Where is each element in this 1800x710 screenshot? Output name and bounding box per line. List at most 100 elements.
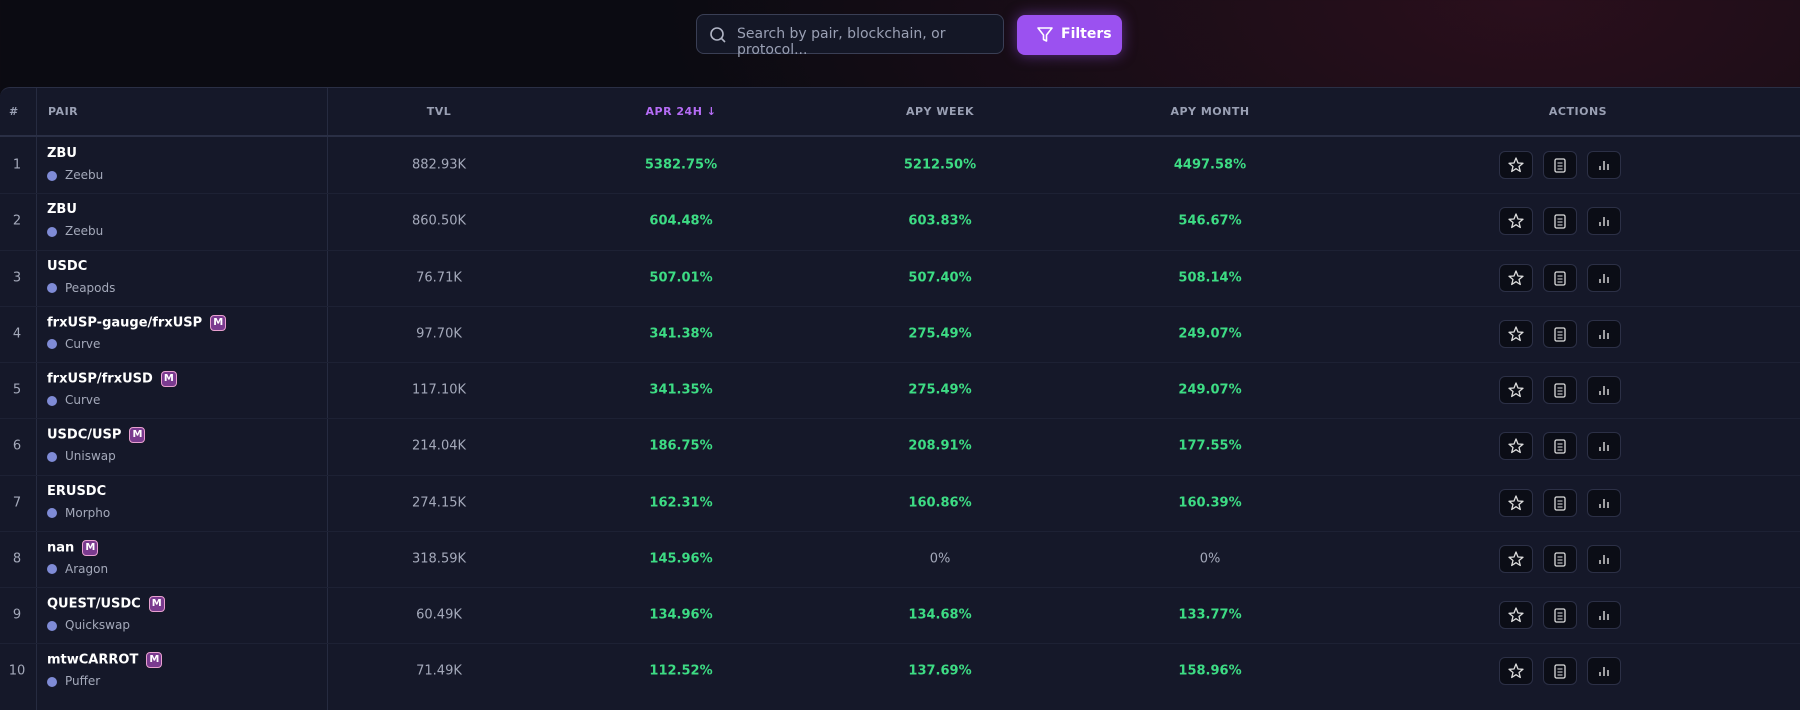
protocol-name: Uniswap <box>65 449 116 464</box>
table-row <box>0 587 1800 644</box>
protocol: Puffer <box>47 674 100 688</box>
apy-week: 275.49% <box>908 326 972 342</box>
table-row <box>0 249 1800 307</box>
table-row <box>0 474 1800 532</box>
details-button[interactable] <box>1543 601 1577 629</box>
header-apy_week[interactable]: APY WEEK <box>905 105 975 118</box>
details-button[interactable] <box>1543 544 1577 573</box>
protocol: Zeebu <box>47 224 103 238</box>
chart-button[interactable] <box>1587 488 1621 517</box>
pair-text: USDC <box>47 258 88 274</box>
icon <box>1508 213 1524 229</box>
favorite-button[interactable] <box>1499 601 1533 629</box>
pair-badge: M <box>210 314 227 331</box>
pair-name: frxUSP/frxUSD M <box>47 371 177 387</box>
tvl: 274.15K <box>411 495 467 510</box>
header-apy_month[interactable]: APY MONTH <box>1170 105 1250 118</box>
chart-button[interactable] <box>1587 263 1621 292</box>
apy-month: 508.14% <box>1178 270 1242 285</box>
pair-text: nan <box>47 540 75 556</box>
details-button[interactable] <box>1543 319 1577 348</box>
pair-badge: M <box>82 539 99 556</box>
favorite-button[interactable] <box>1499 319 1533 348</box>
tvl: 60.49K <box>416 607 462 623</box>
chart-button[interactable] <box>1587 601 1621 629</box>
details-button[interactable] <box>1543 376 1577 404</box>
icon <box>1599 611 1609 620</box>
protocol-name: Puffer <box>65 674 101 689</box>
icon <box>1508 663 1524 679</box>
pair-text: USDC/USP <box>47 427 122 443</box>
tvl: 117.10K <box>411 382 467 398</box>
protocol-icon <box>47 620 57 631</box>
details-button[interactable] <box>1543 207 1577 236</box>
protocol: Morpho <box>47 506 110 520</box>
icon <box>1599 667 1609 677</box>
protocol-icon <box>47 283 57 293</box>
protocol: Curve <box>47 393 100 407</box>
icon <box>1599 386 1609 395</box>
favorite-button[interactable] <box>1499 544 1533 573</box>
apy-month: 177.55% <box>1178 438 1242 454</box>
chart-button[interactable] <box>1587 151 1621 179</box>
icon <box>1554 327 1566 342</box>
protocol-name: Peapods <box>65 280 116 295</box>
favorite-button[interactable] <box>1499 263 1533 292</box>
icon <box>1599 554 1609 564</box>
pair-name: ZBU <box>47 202 77 217</box>
favorite-button[interactable] <box>1499 432 1533 461</box>
icon <box>1554 270 1566 286</box>
icon <box>1508 607 1524 623</box>
icon <box>1554 608 1566 623</box>
icon <box>1508 382 1524 398</box>
tvl: 882.93K <box>411 157 467 173</box>
favorite-button[interactable] <box>1499 151 1533 179</box>
favorite-button[interactable] <box>1499 488 1533 517</box>
icon <box>1554 495 1566 511</box>
rank: 8 <box>12 551 22 567</box>
details-button[interactable] <box>1543 432 1577 461</box>
pair-name: USDC/USP M <box>47 427 146 444</box>
apr-24h: 112.52% <box>649 663 713 679</box>
apr-24h: 134.96% <box>649 607 713 623</box>
protocol: Quickswap <box>47 618 130 632</box>
pair-name: frxUSP-gauge/frxUSP M <box>47 314 227 331</box>
pair-text: QUEST/USDC <box>47 596 141 612</box>
favorite-button[interactable] <box>1499 207 1533 236</box>
header-tvl[interactable]: TVL <box>426 105 452 118</box>
rank: 2 <box>12 213 22 229</box>
search-icon <box>710 27 726 43</box>
protocol-name: Curve <box>65 336 101 351</box>
search-box[interactable]: Search by pair, blockchain, or protocol.… <box>696 14 1004 58</box>
icon <box>1599 498 1609 508</box>
details-button[interactable] <box>1543 263 1577 292</box>
apr-24h: 507.01% <box>649 270 713 285</box>
chart-button[interactable] <box>1587 544 1621 573</box>
protocol: Aragon <box>47 562 108 576</box>
details-button[interactable] <box>1543 657 1577 686</box>
protocol-name: Zeebu <box>65 168 104 182</box>
apy-week: 5212.50% <box>903 157 977 173</box>
chart-button[interactable] <box>1587 376 1621 404</box>
chart-button[interactable] <box>1587 432 1621 461</box>
apr-24h: 145.96% <box>649 551 713 567</box>
details-button[interactable] <box>1543 151 1577 179</box>
pair-text: ERUSDC <box>47 483 107 499</box>
filters-label: Filters <box>1061 26 1112 42</box>
favorite-button[interactable] <box>1499 657 1533 686</box>
header-apr_24h[interactable]: APR 24H ↓ <box>645 105 717 118</box>
apr-24h: 341.38% <box>649 326 713 342</box>
chart-button[interactable] <box>1587 657 1621 686</box>
apy-week: 137.69% <box>908 663 972 679</box>
protocol-icon <box>47 226 57 237</box>
protocol-name: Quickswap <box>65 618 130 632</box>
details-button[interactable] <box>1543 488 1577 517</box>
favorite-button[interactable] <box>1499 376 1533 404</box>
filters-button[interactable]: Filters <box>1017 15 1122 55</box>
pair-name: ZBU <box>47 146 77 161</box>
chart-button[interactable] <box>1587 319 1621 348</box>
apy-week: 160.86% <box>908 495 972 510</box>
chart-button[interactable] <box>1587 207 1621 236</box>
icon <box>1508 494 1524 510</box>
